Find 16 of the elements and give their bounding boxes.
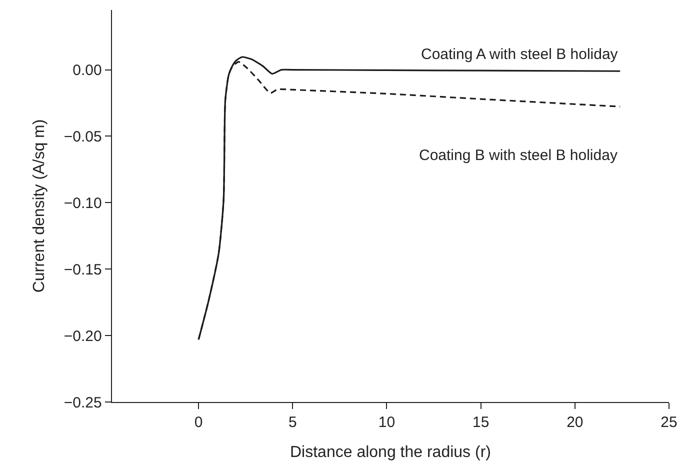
series-label: Coating A with steel B holiday bbox=[421, 46, 618, 63]
x-tick-label: 10 bbox=[378, 414, 396, 432]
x-tick-label: 25 bbox=[660, 414, 678, 432]
y-axis-title: Current density (A/sq m) bbox=[30, 119, 48, 293]
y-tick-label: −0.10 bbox=[64, 194, 102, 212]
y-tick-label: −0.05 bbox=[64, 128, 102, 146]
y-tick-label: −0.25 bbox=[64, 394, 102, 412]
x-tick-label: 20 bbox=[566, 414, 584, 432]
x-tick-label: 15 bbox=[472, 414, 490, 432]
x-tick-label: 5 bbox=[288, 414, 297, 432]
y-tick-label: −0.15 bbox=[64, 261, 102, 278]
x-tick-label: 0 bbox=[194, 414, 203, 432]
x-axis-title: Distance along the radius (r) bbox=[290, 444, 491, 461]
text: Coating B with steel B holiday bbox=[419, 147, 618, 164]
y-tick-label: −0.20 bbox=[64, 328, 102, 345]
y-tick-label: 0.00 bbox=[72, 62, 102, 80]
